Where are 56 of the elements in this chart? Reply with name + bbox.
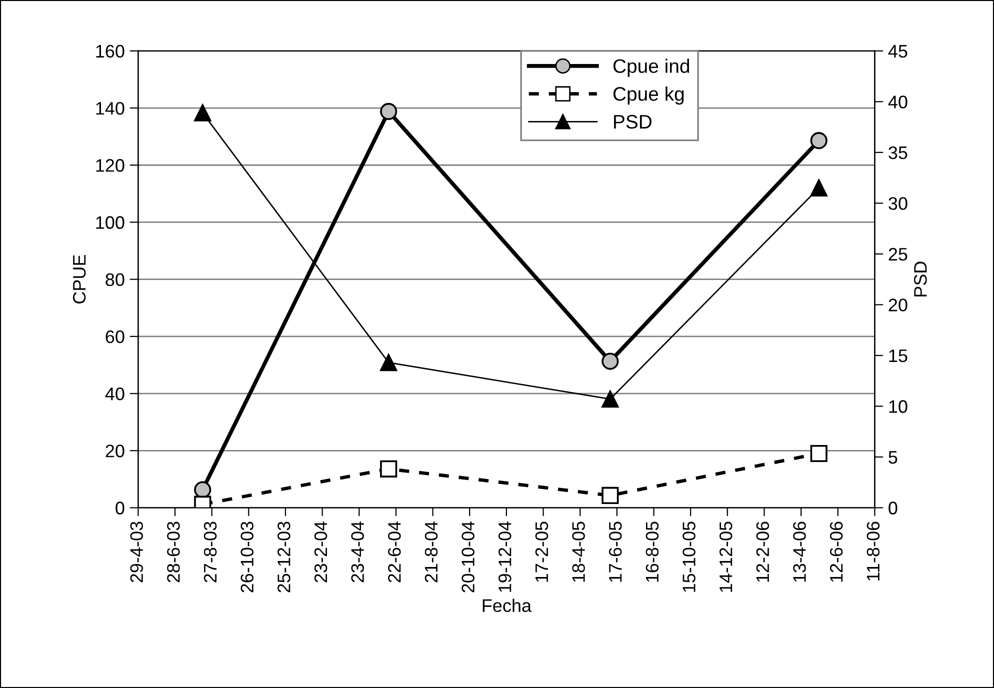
x-tick-label: 12-2-06 <box>756 522 770 582</box>
legend-label: Cpue kg <box>613 86 684 105</box>
point <box>810 179 828 197</box>
y-tick-label: 60 <box>106 330 124 344</box>
x-tick-label: 19-12-04 <box>498 521 512 592</box>
y2-tick-label: 15 <box>889 350 908 362</box>
y-tick-label: 40 <box>105 387 124 400</box>
point <box>810 132 828 150</box>
y-axis-title: CPUE <box>72 255 86 304</box>
x-tick-label: 20-10-04 <box>462 521 474 592</box>
x-tick-label: 23-4-04 <box>351 521 364 582</box>
x-tick-label: 15-10-05 <box>682 522 696 592</box>
x-tick-label: 29-4-03 <box>130 522 144 582</box>
x-tick-label: 27-8-03 <box>204 522 217 582</box>
legend-label: Cpue ind <box>613 58 690 77</box>
x-tick-label: 17-6-05 <box>608 522 622 582</box>
x-tick-label: 16-8-05 <box>646 522 659 582</box>
y2-tick-label: 20 <box>888 298 908 312</box>
y-tick-label: 20 <box>106 444 124 458</box>
y2-tick-label: 5 <box>888 451 898 464</box>
point <box>602 486 619 504</box>
y2-tick-label: 45 <box>888 45 908 58</box>
y2-tick-label: 25 <box>888 248 908 261</box>
y-tick-label: 120 <box>96 159 124 172</box>
y-tick-label: 80 <box>106 273 124 286</box>
y-tick-label: 140 <box>96 102 124 115</box>
y2-tick-label: 0 <box>888 502 898 514</box>
x-tick-label: 21-8-04 <box>424 521 438 582</box>
x-tick-label: 17-2-05 <box>535 522 548 582</box>
x-tick-label: 13-4-06 <box>793 522 806 582</box>
x-tick-label: 22-6-04 <box>388 521 401 582</box>
x-tick-label: 11-8-06 <box>866 522 880 580</box>
y-tick-label: 160 <box>96 44 124 58</box>
x-tick-label: 18-4-05 <box>572 522 585 582</box>
y2-tick-label: 40 <box>888 96 908 108</box>
point <box>194 104 212 122</box>
x-tick-label: 14-12-05 <box>719 522 732 592</box>
y-tick-label: 100 <box>96 216 124 229</box>
y-tick-label: 0 <box>116 502 124 514</box>
x-axis-title: Fecha <box>482 598 532 612</box>
point <box>380 354 398 372</box>
point <box>380 102 398 120</box>
x-tick-label: 26-10-03 <box>240 522 254 592</box>
legend-label: PSD <box>614 114 652 129</box>
point <box>602 352 619 370</box>
x-tick-label: 23-2-04 <box>314 521 328 582</box>
x-tick-label: 25-12-03 <box>278 522 290 592</box>
y2-tick-label: 30 <box>888 197 908 210</box>
point <box>380 460 398 478</box>
y2-tick-label: 35 <box>888 146 908 160</box>
point <box>810 444 828 462</box>
x-tick-label: 28-6-03 <box>167 522 180 582</box>
y2-tick-label: 10 <box>889 400 908 413</box>
point <box>602 390 619 408</box>
y2-axis-title: PSD <box>914 262 927 296</box>
x-tick-label: 12-6-06 <box>830 522 843 582</box>
